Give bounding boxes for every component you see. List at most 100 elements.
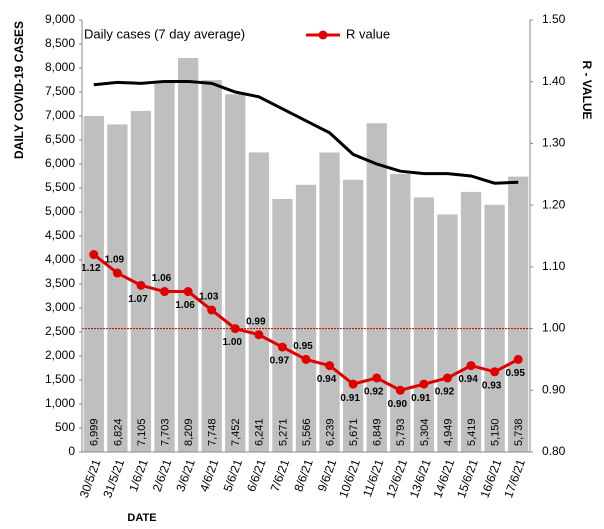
- y2-tick-label: 1.50: [542, 12, 566, 26]
- point-label: 0.90: [388, 399, 408, 410]
- y-tick-label: 1,000: [45, 396, 75, 410]
- legend-label: R value: [346, 26, 390, 41]
- y-tick-label: 2,000: [45, 348, 75, 362]
- bar-value-label: 4,949: [442, 418, 454, 446]
- point: [395, 385, 405, 395]
- point: [254, 330, 264, 340]
- point-label: 1.06: [175, 300, 195, 311]
- line: [93, 79, 519, 185]
- y-tick-label: 6,000: [45, 156, 75, 170]
- point-label: 1.06: [152, 273, 172, 284]
- point-label: 0.99: [246, 316, 266, 327]
- point: [230, 324, 240, 334]
- point-label: 1.03: [199, 292, 219, 303]
- legend-marker: [318, 30, 328, 40]
- point: [160, 287, 170, 297]
- y-tick-label: 6,500: [45, 132, 75, 146]
- point: [419, 379, 429, 389]
- bar: [154, 82, 175, 453]
- bar: [295, 184, 317, 452]
- bar: [390, 173, 411, 452]
- bar-value-label: 7,703: [159, 418, 171, 446]
- bar-value-label: 5,793: [395, 418, 407, 446]
- point: [325, 361, 335, 371]
- bar: [508, 176, 529, 453]
- bar: [437, 214, 458, 452]
- point-label: 0.94: [317, 374, 337, 385]
- bar-value-label: 6,241: [254, 418, 266, 446]
- point-label: 0.93: [482, 380, 502, 391]
- y2-tick-label: 0.80: [542, 444, 566, 458]
- point-label: 1.09: [105, 255, 125, 266]
- legend-label: Daily cases (7 day average): [84, 26, 245, 41]
- point: [442, 373, 452, 383]
- y-tick-label: 5,000: [45, 204, 75, 218]
- point: [348, 379, 358, 389]
- bar-value-label: 6,999: [89, 418, 101, 446]
- point-label: 0.95: [505, 368, 525, 379]
- bar: [248, 152, 269, 452]
- point: [89, 250, 99, 260]
- y2-tick-label: 1.20: [542, 197, 566, 211]
- y2-tick-label: 1.30: [542, 136, 566, 150]
- y-tick-label: 5,500: [45, 180, 75, 194]
- bar-value-label: 5,419: [466, 418, 478, 446]
- y-tick-label: 8,500: [45, 36, 75, 50]
- bar: [319, 152, 340, 452]
- bar-value-label: 5,671: [348, 418, 360, 446]
- point-label: 1.00: [223, 337, 243, 348]
- point: [183, 287, 193, 297]
- bar-value-label: 7,105: [136, 418, 148, 446]
- point: [513, 354, 523, 364]
- y2-tick-label: 1.10: [542, 259, 566, 273]
- bar-value-label: 5,738: [513, 418, 525, 446]
- point-label: 0.92: [435, 387, 455, 398]
- bar-value-label: 6,824: [112, 418, 124, 446]
- y2-axis-title: R - VALUE: [580, 60, 594, 119]
- point-label: 0.95: [293, 341, 313, 352]
- bar: [272, 198, 293, 452]
- y-tick-label: 2,500: [45, 324, 75, 338]
- x-axis-title: DATE: [127, 512, 156, 524]
- point-label: 1.12: [81, 263, 101, 274]
- point-label: 0.91: [411, 393, 431, 404]
- bar-value-label: 6,239: [324, 418, 336, 446]
- point-label: 0.91: [340, 393, 360, 404]
- point-label: 0.97: [270, 356, 290, 367]
- point: [466, 361, 476, 371]
- point: [112, 268, 122, 278]
- point: [136, 280, 146, 290]
- y-tick-label: 500: [55, 420, 75, 434]
- point-label: 0.92: [364, 387, 384, 398]
- y-tick-label: 1,500: [45, 372, 75, 386]
- y-tick-label: 8,000: [45, 60, 75, 74]
- y-tick-label: 0: [68, 444, 75, 458]
- y2-tick-label: 1.00: [542, 321, 566, 335]
- point: [207, 305, 217, 315]
- bar: [366, 123, 387, 453]
- y2-tick-label: 0.90: [542, 382, 566, 396]
- bar-value-label: 5,304: [419, 418, 431, 446]
- bar: [107, 124, 128, 452]
- y-tick-label: 3,500: [45, 276, 75, 290]
- point-label: 1.07: [128, 294, 148, 305]
- bar: [177, 57, 199, 453]
- y-tick-label: 4,000: [45, 252, 75, 266]
- bar-value-label: 5,271: [277, 418, 289, 446]
- bar-value-label: 8,209: [183, 418, 195, 446]
- bar-value-label: 7,452: [230, 418, 242, 446]
- bar-value-label: 7,748: [207, 418, 219, 446]
- y-tick-label: 7,500: [45, 84, 75, 98]
- bar: [343, 179, 364, 453]
- point: [372, 373, 382, 383]
- point: [301, 354, 311, 364]
- y-tick-label: 3,000: [45, 300, 75, 314]
- bar-value-label: 5,566: [301, 418, 313, 446]
- bar: [201, 80, 222, 452]
- y-axis-title: DAILY COVID-19 CASES: [12, 21, 26, 159]
- bar: [225, 94, 246, 452]
- point: [277, 342, 287, 352]
- y-tick-label: 7,000: [45, 108, 75, 122]
